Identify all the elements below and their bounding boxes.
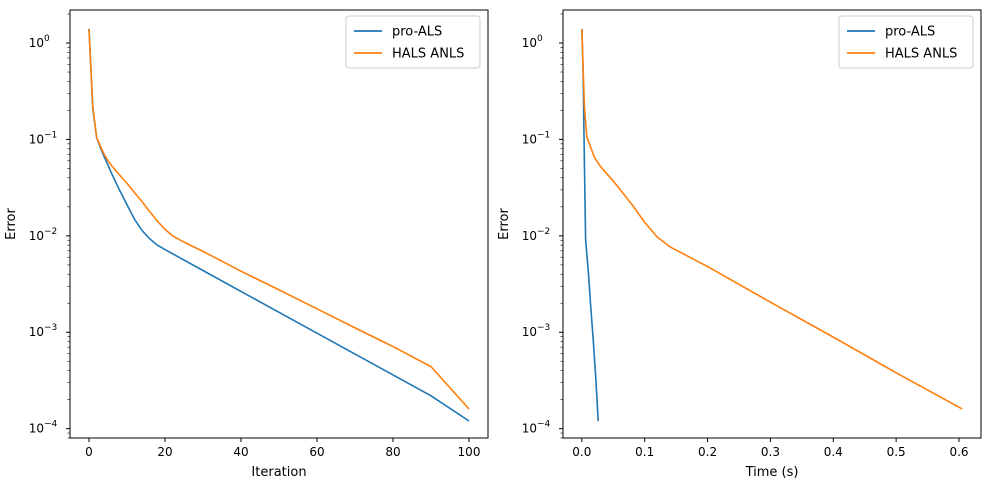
legend-box [838,15,974,69]
y-tick-label: 10 [29,229,44,243]
x-tick-label: 0.2 [698,445,717,459]
x-tick-label: 20 [157,445,172,459]
y-tick-exponent: −1 [44,130,57,140]
x-tick-label: 0.5 [887,445,906,459]
y-tick-label: 10 [29,36,44,50]
y-tick-exponent: −4 [44,420,58,430]
x-tick-label: 0.6 [949,445,968,459]
y-axis-label: Error [4,208,19,240]
y-tick-label: 10 [29,422,44,436]
x-tick-label: 60 [309,445,324,459]
x-axis-label: Iteration [251,465,306,480]
legend: pro-ALS HALS ANLS [345,15,481,69]
x-axis-label: Time (s) [745,465,799,480]
legend-label: HALS ANLS [885,47,957,62]
y-tick-label: 10 [522,325,537,339]
y-tick-label: 10 [29,325,44,339]
axes-frame [562,9,982,439]
y-tick-exponent: 0 [537,34,543,44]
y-tick-exponent: −3 [44,323,57,333]
axes-frame [69,9,489,439]
legend: pro-ALS HALS ANLS [838,15,974,69]
y-tick-exponent: 0 [44,34,50,44]
x-tick-label: 80 [385,445,400,459]
legend-label: pro-ALS [392,25,442,40]
y-tick-exponent: −2 [537,227,550,237]
x-tick-label: 0.1 [635,445,654,459]
y-tick-exponent: −1 [537,130,550,140]
x-tick-label: 0 [85,445,93,459]
series-line-1 [88,28,470,410]
x-tick-label: 0.0 [572,445,591,459]
legend-label: pro-ALS [885,25,935,40]
y-tick-exponent: −2 [44,227,57,237]
x-tick-label: 100 [458,445,481,459]
y-tick-label: 10 [522,132,537,146]
legend-label: HALS ANLS [392,47,464,62]
x-tick-label: 0.4 [824,445,843,459]
y-tick-label: 10 [29,132,44,146]
y-tick-exponent: −4 [537,420,551,430]
y-tick-exponent: −3 [537,323,550,333]
series-line-0 [88,28,470,422]
y-axis-label: Error [497,208,512,240]
y-tick-label: 10 [522,422,537,436]
legend-box [345,15,481,69]
x-tick-label: 40 [233,445,248,459]
y-tick-label: 10 [522,36,537,50]
x-tick-label: 0.3 [761,445,780,459]
series-line-1 [581,28,963,410]
y-tick-label: 10 [522,229,537,243]
